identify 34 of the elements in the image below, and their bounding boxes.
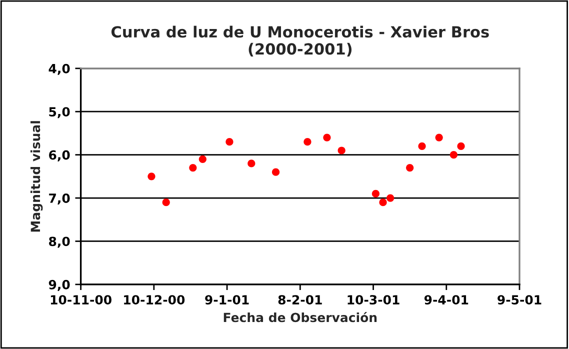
- point: [272, 168, 280, 176]
- y-tick-label: 7,0: [49, 193, 70, 205]
- point: [189, 164, 197, 172]
- point: [226, 138, 234, 146]
- x-tick-label: 9-1-01: [205, 295, 249, 305]
- y-tick-label: 8,0: [49, 236, 70, 248]
- x-tick-label: 9-4-01: [424, 295, 468, 305]
- y-tick-label: 6,0: [49, 150, 70, 162]
- point: [198, 155, 206, 163]
- point: [457, 142, 465, 150]
- point: [323, 134, 331, 142]
- point: [379, 198, 387, 206]
- chart-title: Curva de luz de U Monocerotis - Xavier Bros (2000-2001): [111, 26, 489, 57]
- x-tick-label: 10-3-01: [348, 295, 400, 305]
- x-axis-title: Fecha de Observación: [224, 312, 377, 322]
- y-axis-title: Magnitud visual: [30, 121, 43, 232]
- point: [148, 172, 156, 180]
- y-tick-label: 4,0: [48, 64, 70, 75]
- point: [418, 142, 426, 150]
- x-tick-label: 8-2-01: [278, 295, 322, 305]
- point: [248, 160, 256, 168]
- point: [338, 146, 346, 154]
- y-tick-label: 9,0: [48, 280, 70, 291]
- y-tick-label: 5,0: [49, 107, 70, 118]
- point: [386, 194, 394, 202]
- point: [304, 138, 312, 146]
- x-tick-label: 9-5-01: [498, 295, 542, 305]
- point: [450, 151, 458, 159]
- x-tick-label: 10-11-00: [50, 295, 112, 305]
- point: [406, 164, 414, 172]
- x-tick-label: 10-12-00: [124, 295, 185, 305]
- point: [435, 134, 443, 142]
- point: [162, 198, 170, 206]
- point: [372, 190, 380, 198]
